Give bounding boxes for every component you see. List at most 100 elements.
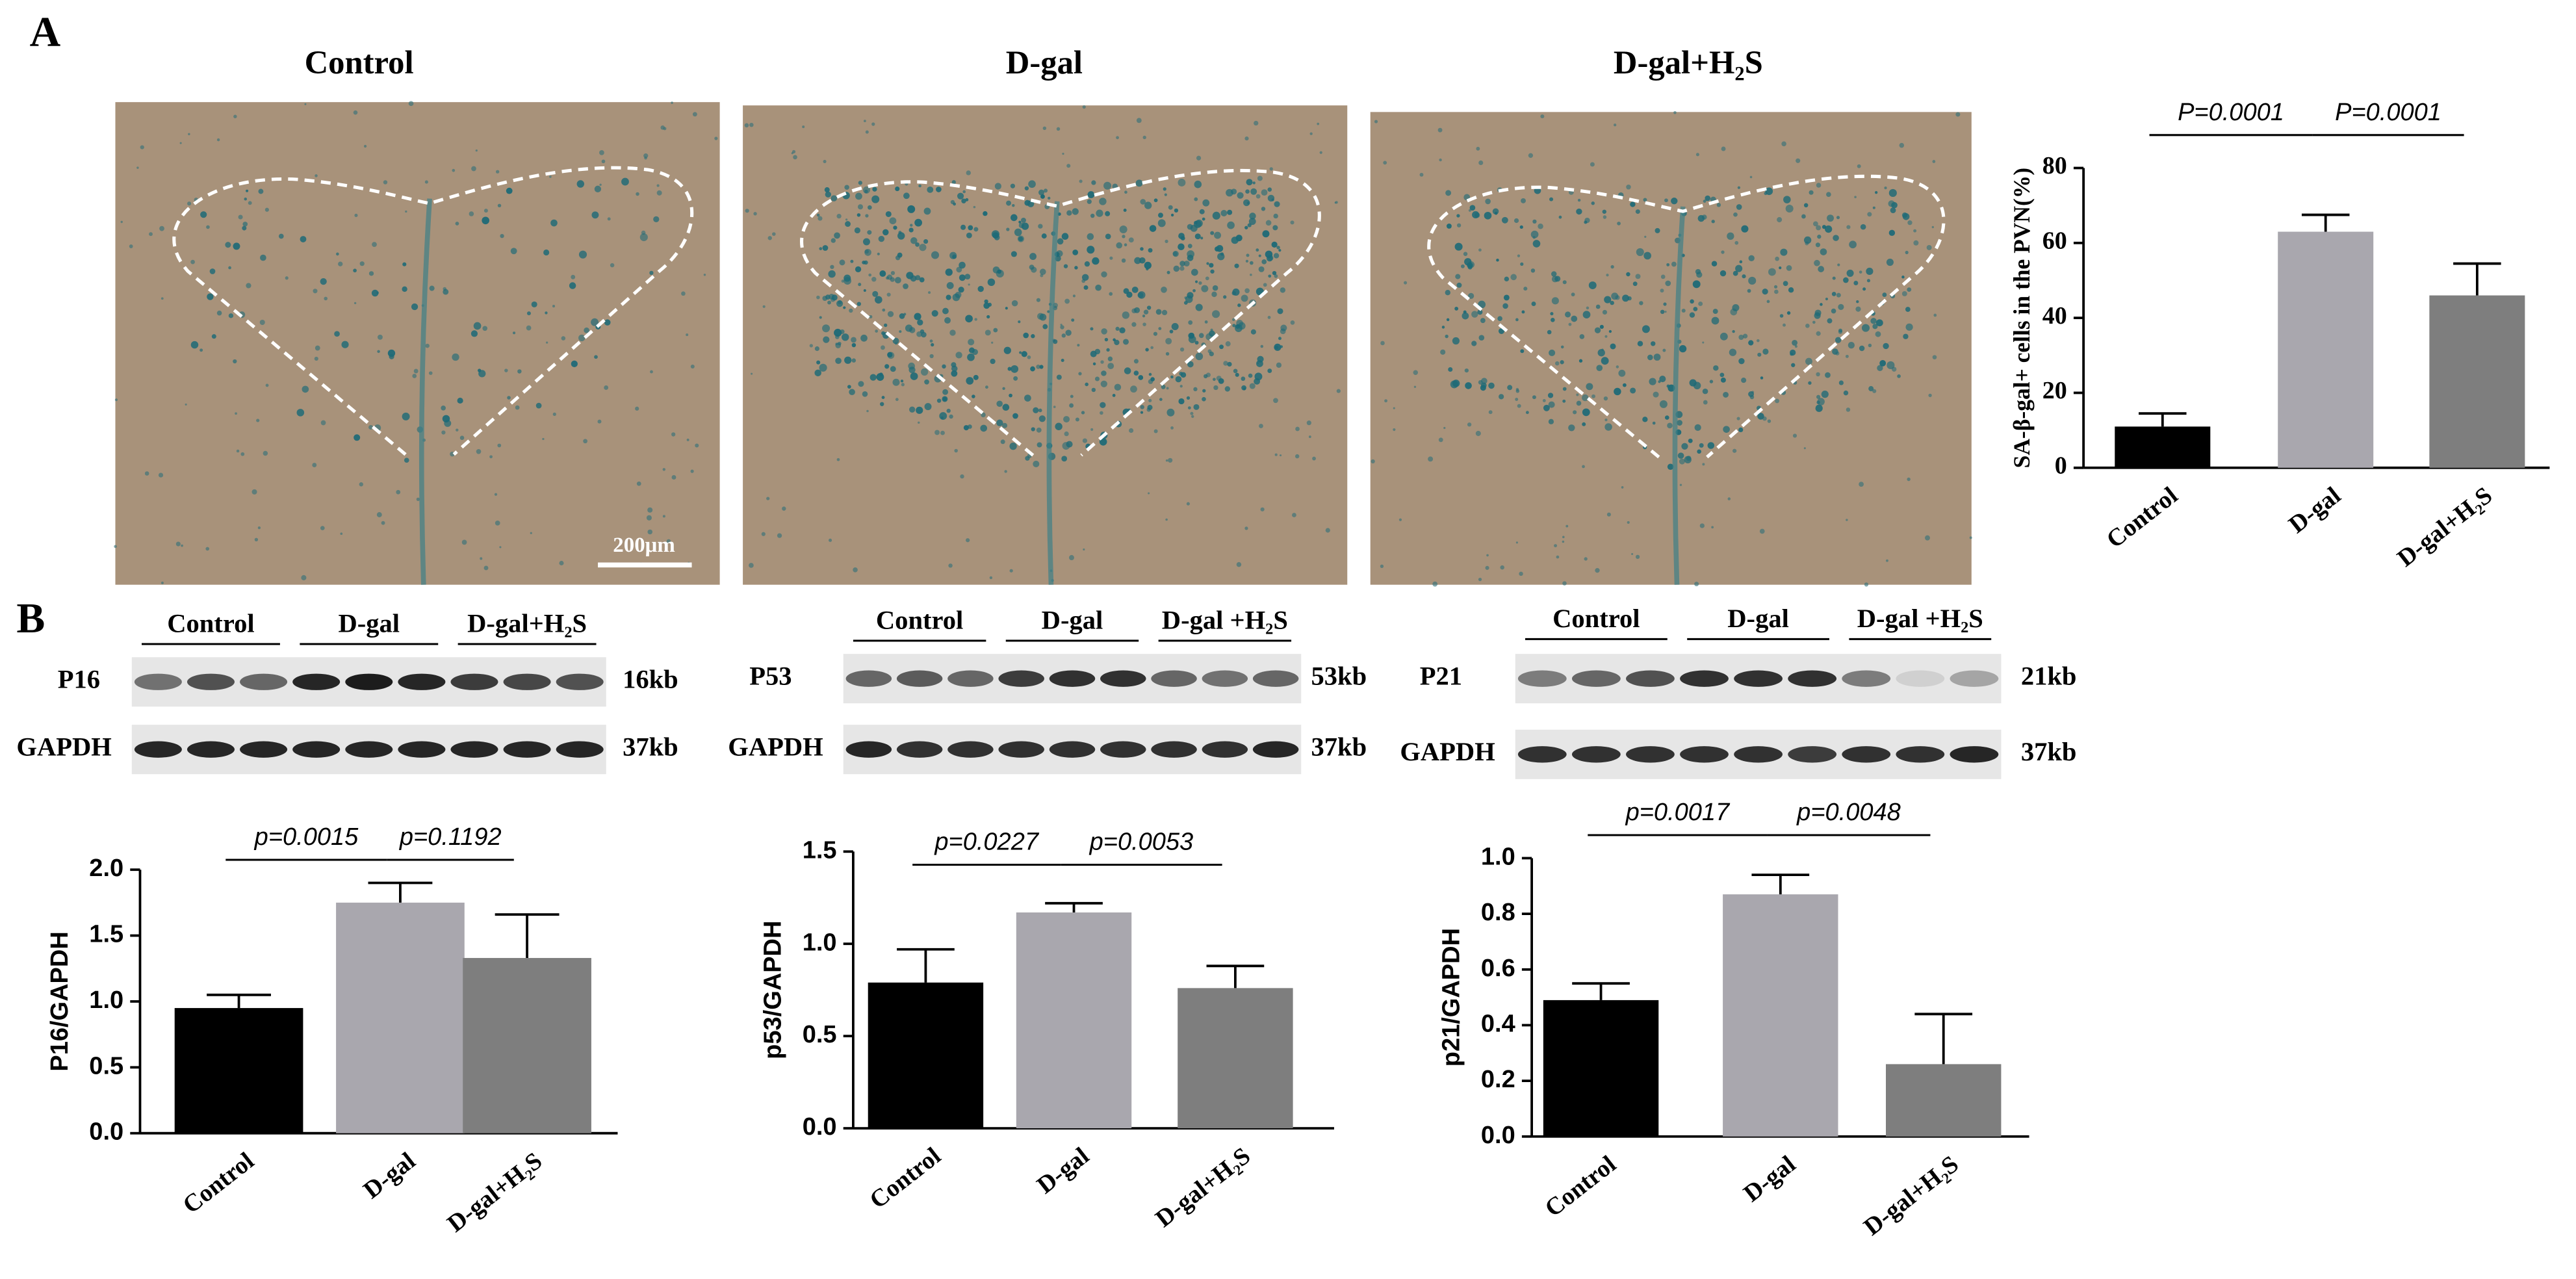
stain-dot <box>1933 313 1937 317</box>
stain-dot <box>1815 242 1821 248</box>
stain-dot <box>1131 322 1137 327</box>
stain-dot <box>1515 318 1519 322</box>
stain-dot <box>1698 301 1703 306</box>
stain-dot <box>1161 286 1167 293</box>
stain-dot <box>1413 385 1417 388</box>
stain-dot <box>1792 339 1798 346</box>
stain-dot <box>483 565 489 571</box>
stain-dot <box>1209 263 1214 268</box>
x-tick-label: D-gal <box>1738 1150 1801 1208</box>
stain-dot <box>857 302 862 306</box>
stain-dot <box>1888 229 1896 237</box>
stain-dot <box>1168 458 1173 463</box>
stain-dot <box>1562 280 1567 285</box>
stain-dot <box>1757 339 1760 342</box>
stain-dot <box>1091 180 1096 185</box>
stain-dot <box>858 283 862 287</box>
stain-dot <box>845 221 851 227</box>
stain-dot <box>1101 328 1107 335</box>
stain-dot <box>515 405 520 410</box>
stain-dot <box>1673 110 1677 114</box>
stain-dot <box>782 506 786 511</box>
stain-dot <box>371 289 379 297</box>
stain-dot <box>894 277 901 284</box>
stain-dot <box>881 345 885 350</box>
stain-dot <box>313 289 318 294</box>
stain-dot <box>749 122 754 127</box>
x-tick-label: Control <box>1540 1150 1621 1222</box>
stain-dot <box>1739 260 1743 264</box>
stain-dot <box>1143 309 1149 315</box>
error-bar <box>1751 873 1810 895</box>
stain-dot <box>1741 378 1747 383</box>
stain-dot <box>1595 568 1600 573</box>
stain-dot <box>946 281 954 289</box>
stain-dot <box>1256 248 1259 252</box>
stain-dot <box>1565 311 1571 318</box>
stain-dot <box>354 302 357 305</box>
stain-dot <box>973 205 976 209</box>
stain-dot <box>953 202 957 206</box>
stain-dot <box>1047 310 1050 313</box>
stain-dot <box>476 449 482 454</box>
stain-dot <box>703 274 706 276</box>
stain-dot <box>1875 191 1878 194</box>
stain-dot <box>1074 266 1078 270</box>
stain-dot <box>1540 114 1545 119</box>
stain-dot <box>823 159 827 164</box>
stain-dot <box>1107 363 1114 370</box>
stain-dot <box>599 150 604 155</box>
stain-dot <box>187 201 192 206</box>
stain-dot <box>1071 318 1075 322</box>
y-tick-label: 0.4 <box>1481 1010 1515 1037</box>
stain-dot <box>1515 389 1520 393</box>
stain-dot <box>1780 248 1788 256</box>
stain-dot <box>495 520 500 526</box>
stain-dot <box>1428 456 1434 462</box>
stain-dot <box>972 394 975 398</box>
blot-band <box>345 741 393 758</box>
stain-dot <box>1679 458 1685 465</box>
blot-band <box>1842 670 1891 687</box>
stain-dot <box>408 101 414 107</box>
stain-dot <box>836 458 840 461</box>
stain-dot <box>591 211 599 219</box>
blot-band <box>556 673 604 690</box>
stain-dot <box>1931 226 1934 229</box>
stain-dot <box>1591 201 1595 205</box>
stain-dot <box>1601 357 1609 365</box>
stain-dot <box>1659 376 1666 383</box>
blot-band <box>1950 746 1999 763</box>
stain-dot <box>1096 209 1103 217</box>
stain-dot <box>871 122 875 126</box>
stain-dot <box>819 316 822 319</box>
stain-dot <box>120 220 123 224</box>
stain-dot <box>372 242 377 248</box>
stain-dot <box>875 296 882 304</box>
stain-dot <box>411 303 419 311</box>
stain-dot <box>981 412 986 418</box>
stain-dot <box>1803 236 1812 244</box>
y-tick-label: 0.0 <box>1481 1122 1515 1149</box>
stain-dot <box>1720 377 1726 383</box>
stain-dot <box>1250 329 1256 335</box>
stain-dot <box>1652 421 1656 425</box>
stain-dot <box>1130 385 1137 393</box>
stain-dot <box>1218 378 1224 384</box>
stain-dot <box>1039 365 1044 369</box>
stain-dot <box>635 406 639 411</box>
stain-dot <box>1757 352 1762 357</box>
stain-dot <box>1905 250 1909 255</box>
stain-dot <box>1826 192 1831 198</box>
stain-dot <box>1165 337 1172 344</box>
blot-band <box>1680 746 1729 763</box>
stain-dot <box>1248 218 1256 226</box>
stain-dot <box>1234 324 1243 332</box>
stain-dot <box>1738 427 1744 433</box>
stain-dot <box>1481 378 1488 384</box>
stain-dot <box>1078 372 1082 376</box>
x-tick-label: D-gal <box>1032 1143 1094 1200</box>
stain-dot <box>1128 237 1134 243</box>
stain-dot <box>831 195 838 201</box>
stain-dot <box>772 232 776 236</box>
